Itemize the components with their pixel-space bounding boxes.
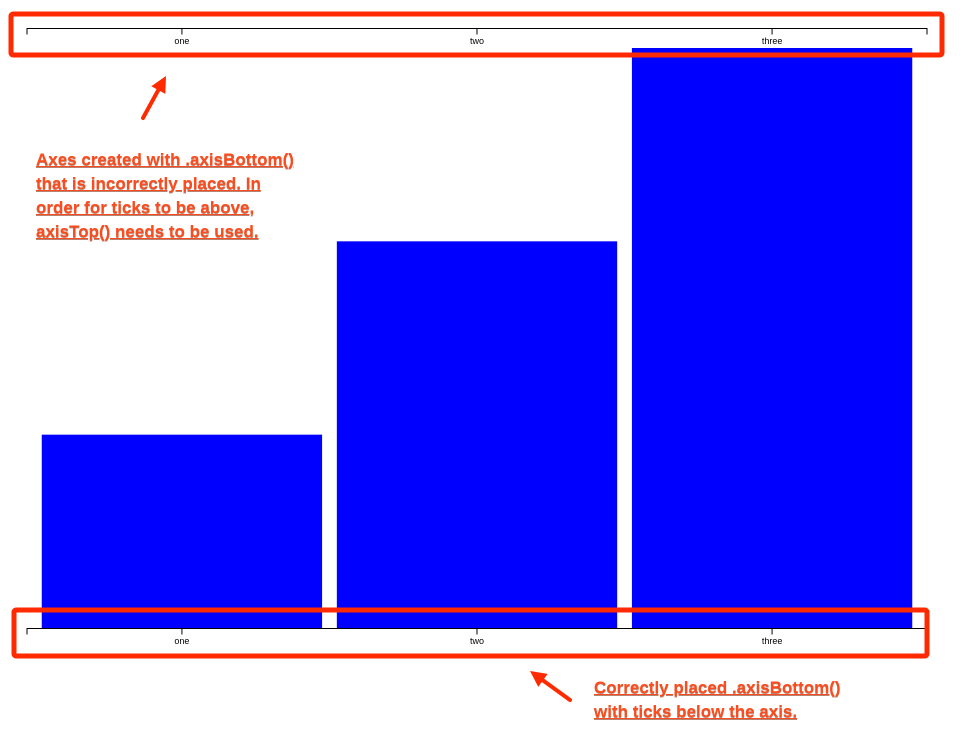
- top-axis-tick-label: two: [470, 36, 484, 46]
- top-callout-line: Axes created with .axisBottom(): [36, 150, 294, 169]
- top-callout-line: that is incorrectly placed. In: [36, 174, 261, 193]
- bottom-axis-highlight-box: [11, 607, 930, 659]
- top-callout-arrow: [141, 76, 166, 120]
- bottom-callout-line: with ticks below the axis.: [594, 702, 798, 721]
- bar-two: [336, 241, 618, 628]
- top-callout-line: axisTop() needs to be used.: [36, 222, 259, 241]
- bar-three: [631, 48, 913, 628]
- bottom-callout-arrow-head: [530, 671, 548, 687]
- top-callout-line: order for ticks to be above,: [36, 198, 255, 217]
- bottom-axis: one two three: [26, 628, 928, 646]
- bottom-axis-callout: Correctly placed .axisBottom() with tick…: [594, 676, 894, 724]
- top-axis-tick-label: one: [174, 36, 189, 46]
- bottom-callout-line: Correctly placed .axisBottom(): [594, 678, 841, 697]
- highlight-boxes: [8, 11, 945, 659]
- top-axis-highlight-box: [8, 11, 945, 58]
- callout-arrows: [141, 76, 572, 702]
- bottom-axis-tick-label: three: [762, 636, 783, 646]
- top-callout-arrow-head: [151, 76, 166, 94]
- top-axis-tick-label: three: [762, 36, 783, 46]
- bar-one: [41, 434, 323, 628]
- bottom-axis-tick-label: one: [174, 636, 189, 646]
- bottom-callout-arrow: [530, 671, 572, 702]
- bars-group: [41, 48, 913, 628]
- bottom-callout-arrow-shaft: [540, 678, 572, 702]
- top-axis-callout: Axes created with .axisBottom() that is …: [36, 148, 336, 244]
- top-axis: one two three: [26, 28, 928, 46]
- top-callout-arrow-shaft: [141, 88, 161, 120]
- bottom-axis-tick-label: two: [470, 636, 484, 646]
